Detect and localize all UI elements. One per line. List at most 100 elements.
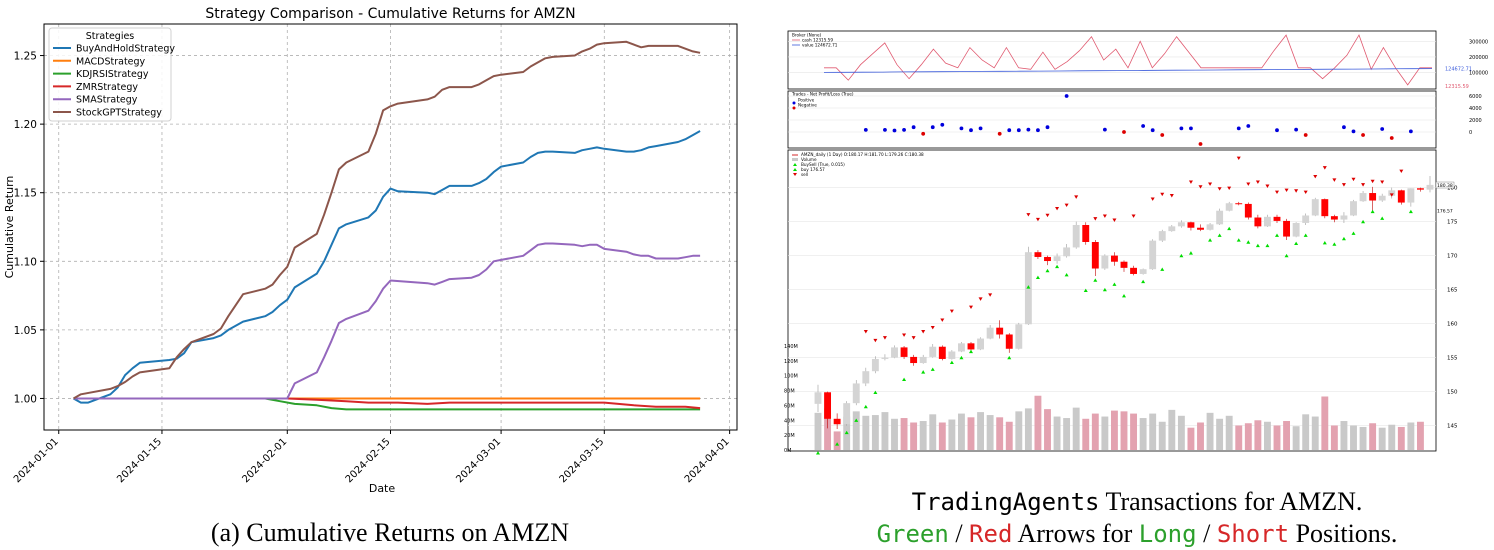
sell-marker (1102, 214, 1107, 218)
caption-b-long: Long (1138, 520, 1197, 548)
pnl-positive-point (883, 128, 887, 132)
sell-marker (1370, 179, 1375, 184)
volume-tick-label: 0M (784, 448, 792, 454)
candle-up (1350, 201, 1357, 216)
candle-up (1063, 247, 1071, 257)
pnl-positive-point (1045, 125, 1050, 130)
sell-marker (863, 330, 868, 334)
legend-title: Strategies (86, 31, 135, 42)
pnl-tick-label: 4000 (1469, 106, 1482, 112)
sell-marker (1093, 217, 1098, 221)
x-tick-label: 2024-02-15 (344, 436, 393, 485)
candle-down (1321, 199, 1329, 217)
candle-up (1101, 255, 1109, 269)
candle-up (1263, 216, 1271, 227)
value-line-cash (824, 34, 1432, 86)
price-legend-label: Volume (801, 157, 817, 162)
candle-up (919, 356, 927, 364)
candle-up (814, 392, 822, 404)
caption-b-red: Red (969, 520, 1013, 548)
value-legend-label: value 124672.71 (802, 43, 838, 48)
pnl-positive-point (1007, 128, 1012, 133)
chart-title: Strategy Comparison - Cumulative Returns… (205, 6, 575, 22)
y-tick-label: 1.15 (14, 188, 37, 200)
legend-label-StockGPTStrategy: StockGPTStrategy (76, 108, 162, 119)
sell-marker (1227, 186, 1232, 190)
buy-marker (1217, 233, 1222, 237)
candle-up (1177, 222, 1185, 227)
plot-frame (43, 23, 738, 431)
pnl-positive-point (1064, 94, 1069, 98)
caption-b-line-2: Green / Red Arrows for Long / Short Posi… (780, 518, 1494, 550)
pnl-legend-label: Trades - Net Profit/Loss (True) (791, 92, 854, 97)
volume-bar (1139, 418, 1147, 450)
candle-down (1005, 334, 1013, 349)
volume-bar (833, 431, 841, 450)
sell-marker (1294, 189, 1299, 193)
x-tick-label: 2024-03-01 (454, 436, 503, 485)
candle-down (1044, 256, 1051, 262)
cumulative-returns-chart: 1.00 1.05 1.10 1.15 1.20 1.25 2024-01-01 2024-0… (3, 6, 738, 495)
buy-marker (1408, 209, 1413, 214)
candle-down (1283, 220, 1291, 237)
candle-up (852, 383, 860, 404)
candle-up (957, 343, 965, 352)
buy-marker (1141, 279, 1146, 284)
volume-bar (814, 412, 822, 450)
buy-marker (863, 404, 868, 409)
candle-up (1359, 193, 1367, 202)
candle-down (1120, 261, 1128, 268)
sell-marker (882, 336, 887, 340)
pnl-positive-point (1026, 127, 1031, 132)
volume-bar (1407, 422, 1415, 450)
pnl-positive-point (1246, 124, 1251, 128)
volume-bar (1416, 421, 1424, 450)
sell-marker (902, 333, 907, 337)
buy-marker (1188, 251, 1193, 255)
price-legend-label: sell (801, 172, 808, 177)
candle-down (1197, 227, 1204, 230)
value-legend-label: Broker (None) (792, 33, 822, 38)
pnl-positive-point (1408, 129, 1413, 134)
volume-bar (1216, 418, 1224, 450)
buy-marker (1122, 294, 1126, 298)
volume-bar (852, 411, 860, 450)
candle-up (1168, 226, 1176, 232)
volume-bar (1024, 408, 1032, 450)
y-tick-label: 1.25 (14, 51, 37, 63)
y-tick-label: 1.20 (14, 119, 37, 131)
candle-up (986, 327, 994, 339)
candle-up (1311, 199, 1319, 216)
x-tick-label: 2024-01-01 (12, 436, 61, 485)
x-tick-label: 2024-01-15 (115, 436, 164, 485)
sell-marker (1217, 187, 1222, 191)
volume-bar (1302, 414, 1310, 450)
series-line-ZMRStrategy (73, 397, 701, 410)
volume-bar (1378, 427, 1386, 450)
sell-marker (1399, 169, 1404, 173)
volume-bar (1225, 415, 1233, 450)
candle-up (1139, 269, 1147, 274)
caption-a: (a) Cumulative Returns on AMZN (210, 518, 570, 547)
volume-bar (929, 414, 937, 450)
pnl-tick-label: 0 (1469, 130, 1472, 136)
volume-bar (1340, 421, 1348, 450)
volume-tick-label: 40M (784, 418, 795, 424)
legend-label-SMAStrategy: SMAStrategy (76, 95, 138, 106)
pnl-negative-point (1361, 133, 1365, 137)
buy-marker (835, 442, 840, 446)
caption-b-system-name: TradingAgents (911, 488, 1100, 516)
volume-bar (1330, 425, 1338, 450)
buy-marker (1236, 238, 1241, 242)
buy-marker (854, 418, 859, 422)
volume-bar (1206, 412, 1214, 450)
pnl-negative-point (1303, 133, 1308, 137)
buy-marker (1093, 278, 1098, 282)
sell-marker (978, 297, 983, 301)
buy-marker (1332, 242, 1337, 246)
volume-bar (1168, 409, 1176, 450)
volume-bar (1120, 411, 1128, 450)
volume-bar (824, 408, 832, 450)
sell-marker (1045, 213, 1050, 218)
volume-bar (1388, 424, 1396, 450)
